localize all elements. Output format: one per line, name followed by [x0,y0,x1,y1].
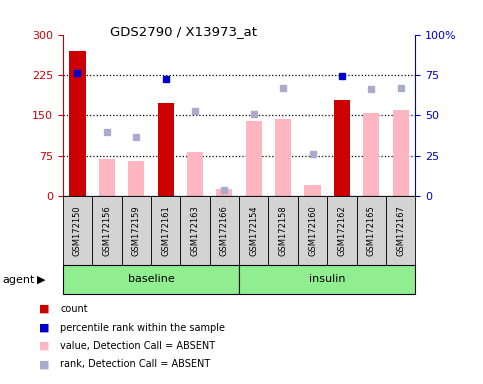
Text: GDS2790 / X13973_at: GDS2790 / X13973_at [110,25,257,38]
Bar [239,265,415,294]
Bar [269,196,298,265]
Bar [63,265,239,294]
Text: agent: agent [2,275,35,285]
Text: count: count [60,304,88,314]
Text: GSM172156: GSM172156 [102,205,112,256]
Bar [92,196,122,265]
Text: ■: ■ [39,359,49,369]
Bar [128,161,144,196]
Bar [70,51,85,196]
Bar [386,196,415,265]
Bar [239,196,269,265]
Text: GSM172162: GSM172162 [338,205,346,256]
Text: percentile rank within the sample: percentile rank within the sample [60,323,226,333]
Bar [157,103,174,196]
Text: GSM172150: GSM172150 [73,205,82,256]
Text: baseline: baseline [128,274,174,285]
Bar [216,189,232,196]
Bar [210,196,239,265]
Bar [356,196,386,265]
Text: rank, Detection Call = ABSENT: rank, Detection Call = ABSENT [60,359,211,369]
Bar [180,196,210,265]
Bar [304,185,321,196]
Text: GSM172166: GSM172166 [220,205,229,256]
Bar [187,152,203,196]
Text: ■: ■ [39,323,49,333]
Bar [246,121,262,196]
Text: insulin: insulin [309,274,345,285]
Bar [99,159,115,196]
Text: GSM172161: GSM172161 [161,205,170,256]
Bar [363,113,379,196]
Text: GSM172160: GSM172160 [308,205,317,256]
Text: ■: ■ [39,341,49,351]
Text: GSM172158: GSM172158 [279,205,288,256]
Text: value, Detection Call = ABSENT: value, Detection Call = ABSENT [60,341,215,351]
Bar [122,196,151,265]
Text: GSM172154: GSM172154 [249,205,258,256]
Text: GSM172163: GSM172163 [190,205,199,256]
Bar [327,196,356,265]
Text: ▶: ▶ [37,275,45,285]
Bar [275,119,291,196]
Bar [334,100,350,196]
Bar [63,196,92,265]
Bar [393,110,409,196]
Bar [151,196,180,265]
Text: ■: ■ [39,304,49,314]
Text: GSM172159: GSM172159 [132,205,141,256]
Text: GSM172167: GSM172167 [396,205,405,256]
Bar [298,196,327,265]
Text: GSM172165: GSM172165 [367,205,376,256]
